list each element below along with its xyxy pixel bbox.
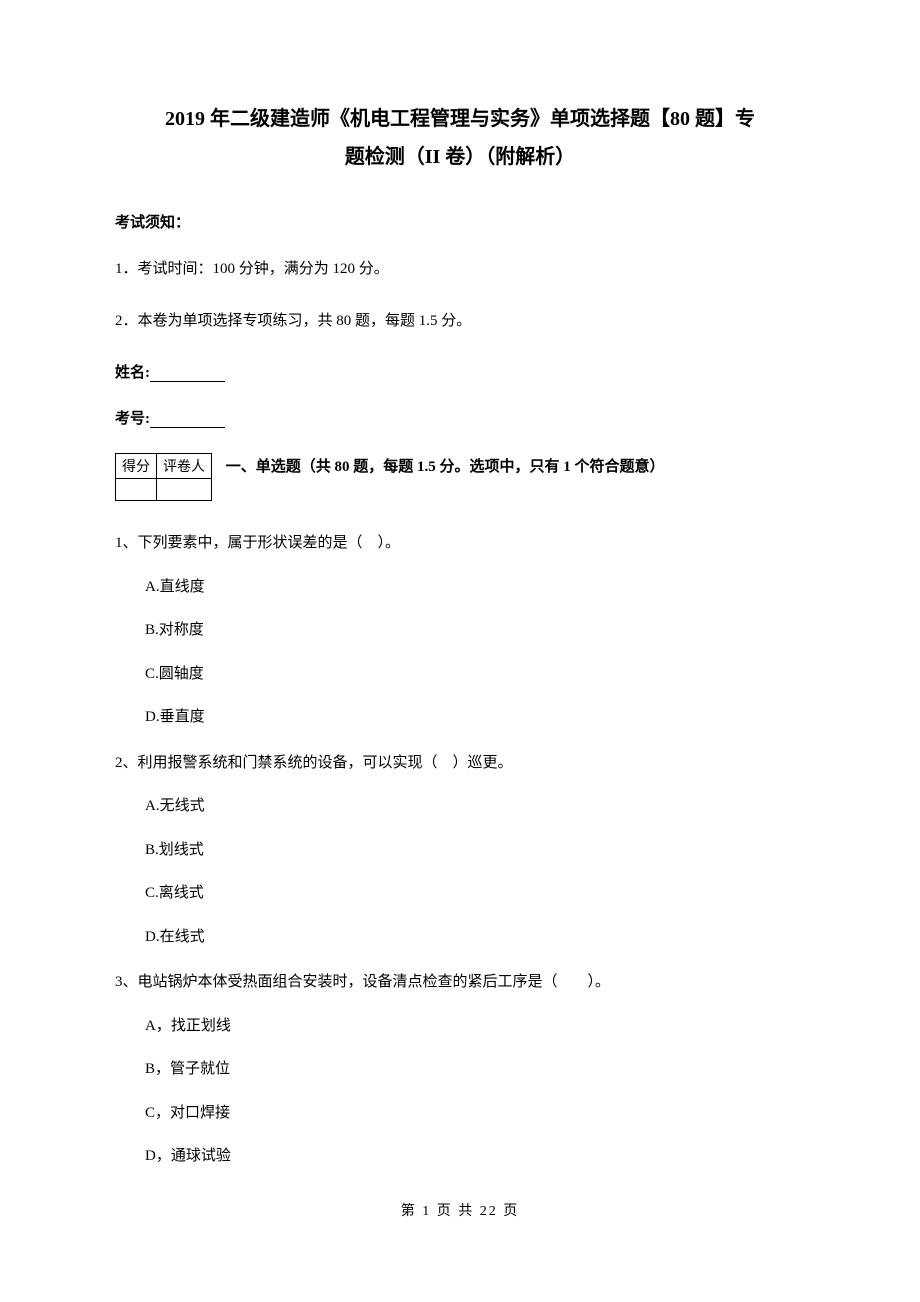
question-1-text: 1、下列要素中，属于形状误差的是（ ）。 [115, 531, 805, 557]
number-label: 考号: [115, 411, 150, 427]
reviewer-cell [157, 479, 212, 501]
question-2-option-c: C.离线式 [145, 881, 805, 907]
score-table: 得分 评卷人 [115, 453, 212, 501]
notice-item-2: 2．本卷为单项选择专项练习，共 80 题，每题 1.5 分。 [115, 309, 805, 333]
notice-label: 考试须知： [115, 211, 805, 232]
score-header: 得分 [116, 454, 157, 479]
question-1: 1、下列要素中，属于形状误差的是（ ）。 A.直线度 B.对称度 C.圆轴度 D… [115, 531, 805, 731]
name-blank [150, 366, 225, 382]
question-1-option-b: B.对称度 [145, 618, 805, 644]
question-1-option-a: A.直线度 [145, 575, 805, 601]
question-2-text: 2、利用报警系统和门禁系统的设备，可以实现（ ）巡更。 [115, 751, 805, 777]
question-3-text: 3、电站锅炉本体受热面组合安装时，设备清点检查的紧后工序是（ ）。 [115, 970, 805, 996]
question-2-option-b: B.划线式 [145, 838, 805, 864]
question-2-option-d: D.在线式 [145, 925, 805, 951]
question-2: 2、利用报警系统和门禁系统的设备，可以实现（ ）巡更。 A.无线式 B.划线式 … [115, 751, 805, 951]
question-3-option-c: C，对口焊接 [145, 1101, 805, 1127]
question-3-option-b: B，管子就位 [145, 1057, 805, 1083]
title-line-2: 题检测（II 卷）（附解析） [115, 138, 805, 176]
score-cell [116, 479, 157, 501]
question-3: 3、电站锅炉本体受热面组合安装时，设备清点检查的紧后工序是（ ）。 A，找正划线… [115, 970, 805, 1170]
document-title: 2019 年二级建造师《机电工程管理与实务》单项选择题【80 题】专 题检测（I… [115, 100, 805, 176]
question-1-option-c: C.圆轴度 [145, 662, 805, 688]
notice-item-1: 1．考试时间：100 分钟，满分为 120 分。 [115, 257, 805, 281]
page-footer: 第 1 页 共 22 页 [115, 1200, 805, 1220]
question-2-option-a: A.无线式 [145, 794, 805, 820]
question-3-option-a: A，找正划线 [145, 1014, 805, 1040]
title-line-1: 2019 年二级建造师《机电工程管理与实务》单项选择题【80 题】专 [115, 100, 805, 138]
number-field: 考号: [115, 407, 805, 428]
question-3-option-d: D，通球试验 [145, 1144, 805, 1170]
score-section: 得分 评卷人 一、单选题（共 80 题，每题 1.5 分。选项中，只有 1 个符… [115, 453, 805, 501]
reviewer-header: 评卷人 [157, 454, 212, 479]
number-blank [150, 412, 225, 428]
question-1-option-d: D.垂直度 [145, 705, 805, 731]
name-field: 姓名: [115, 361, 805, 382]
name-label: 姓名: [115, 365, 150, 381]
section-title: 一、单选题（共 80 题，每题 1.5 分。选项中，只有 1 个符合题意） [226, 459, 665, 475]
